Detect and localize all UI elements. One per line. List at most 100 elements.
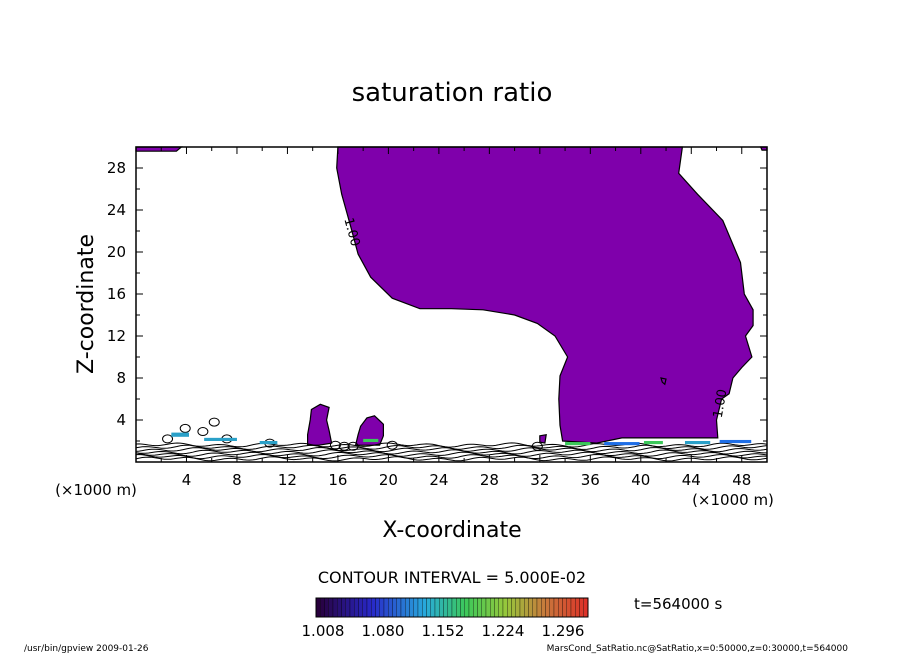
high-ratio-patch [604, 442, 640, 446]
colorbar-cell [409, 597, 414, 618]
x-tick-label: 8 [232, 471, 242, 489]
region-main-cloud [336, 146, 754, 444]
colorbar-cell [570, 597, 576, 618]
contour-loop [329, 440, 341, 450]
colorbar-cell [494, 597, 499, 618]
y-tick-label: 8 [116, 369, 126, 387]
x-tick-label: 4 [182, 471, 192, 489]
plot-area: 1.00 1.00 [135, 146, 768, 462]
colorbar-cell [583, 597, 589, 618]
x-tick-label: 16 [328, 471, 347, 489]
ground-contour-line [135, 444, 768, 450]
colorbar [315, 597, 589, 618]
region-blob-a [307, 403, 333, 446]
colorbar-cell [375, 597, 380, 618]
region-blob-b [354, 415, 384, 446]
ground-contour-line [135, 449, 767, 455]
colorbar-cell [473, 597, 478, 618]
colorbar-cell [341, 597, 346, 618]
colorbar-cell [536, 597, 542, 618]
colorbar-cell [562, 597, 567, 618]
colorbar-cell [337, 597, 342, 618]
contour-label: 1.00 [340, 216, 362, 248]
footer-left: /usr/bin/gpview 2009-01-26 [24, 644, 149, 654]
colorbar-cell [324, 597, 329, 618]
colorbar-cell [345, 597, 351, 618]
colorbar-labels: 1.008 1.080 1.152 1.224 1.296 [302, 622, 585, 640]
colorbar-cell [354, 597, 359, 618]
colorbar-cell [315, 597, 321, 618]
contour-interval-text: CONTOUR INTERVAL = 5.000E-02 [318, 568, 586, 587]
colorbar-cell [328, 597, 334, 618]
y-tick-label: 12 [107, 327, 126, 345]
high-ratio-patch [719, 439, 752, 444]
colorbar-cell [515, 597, 521, 618]
x-tick-label: 28 [480, 471, 499, 489]
region-wedge [539, 433, 547, 444]
x-tick-label: 40 [631, 471, 650, 489]
colorbar-cell [541, 597, 546, 618]
x-axis-label: X-coordinate [382, 518, 521, 543]
contour-loop [208, 417, 220, 427]
colorbar-cell [358, 597, 363, 618]
x-unit-right: (×1000 m) [692, 491, 774, 509]
colorbar-tick-label: 1.296 [542, 622, 585, 640]
colorbar-cell [464, 597, 470, 618]
axis-ticks [136, 147, 767, 462]
x-tick-label: 44 [682, 471, 701, 489]
colorbar-cell [366, 597, 372, 618]
chart-title: saturation ratio [352, 78, 553, 108]
contour-loop [386, 440, 398, 450]
contour-loop [197, 427, 209, 437]
colorbar-cell [396, 597, 402, 618]
colorbar-cell [362, 597, 368, 618]
colorbar-tick-label: 1.224 [482, 622, 525, 640]
colorbar-cell [579, 597, 584, 618]
colorbar-cell [383, 597, 389, 618]
ground-contour-line [135, 453, 768, 460]
colorbar-cell [422, 597, 427, 618]
high-ratio-patch [643, 441, 663, 445]
colorbar-cell [532, 597, 538, 618]
high-ratio-patch [565, 442, 591, 446]
y-tick-label: 20 [107, 243, 126, 261]
colorbar-cell [447, 597, 453, 618]
footer-right: MarsCond_SatRatio.nc@SatRatio,x=0:50000,… [547, 644, 849, 654]
colorbar-cell [460, 597, 465, 618]
colorbar-cell [558, 597, 563, 618]
time-label: t=564000 s [634, 595, 722, 613]
colorbar-tick-label: 1.152 [422, 622, 465, 640]
y-tick-label: 28 [107, 159, 126, 177]
ground-contour-line [135, 451, 768, 457]
contour-label: 1.00 [711, 388, 731, 419]
contour-loop [531, 441, 543, 451]
colorbar-cell [481, 597, 487, 618]
x-tick-label: 48 [732, 471, 751, 489]
contour-loop [179, 423, 191, 433]
colorbar-cell [498, 597, 504, 618]
colorbar-cell [545, 597, 550, 618]
colorbar-cell [468, 597, 474, 618]
colorbar-cell [519, 597, 525, 618]
region-small-hole [660, 377, 667, 386]
colorbar-tick-label: 1.008 [302, 622, 345, 640]
colorbar-cell [456, 597, 461, 618]
colorbar-cell [405, 597, 410, 618]
colorbar-cell [332, 597, 338, 618]
colorbar-cell [507, 597, 512, 618]
colorbar-cell [490, 597, 495, 618]
x-tick-labels: 4 8 12 16 20 24 28 32 36 40 44 48 [182, 471, 752, 489]
y-tick-labels: 4 8 12 16 20 24 28 [107, 159, 126, 429]
colorbar-cell [392, 597, 397, 618]
x-unit-left: (×1000 m) [55, 481, 137, 499]
x-tick-label: 32 [530, 471, 549, 489]
colorbar-cell [434, 597, 440, 618]
y-tick-label: 16 [107, 285, 126, 303]
ground-contour-line [135, 456, 768, 462]
colorbar-cell [511, 597, 516, 618]
colorbar-cell [549, 597, 555, 618]
colorbar-cell [451, 597, 457, 618]
high-ratio-patch [684, 441, 711, 445]
high-ratio-patch [363, 438, 379, 443]
